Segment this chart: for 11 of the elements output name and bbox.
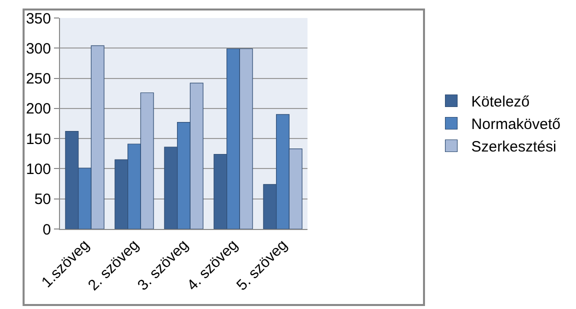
- y-tick-label: 150: [26, 130, 51, 148]
- legend-label: Szerkesztési: [471, 138, 556, 156]
- legend-label: Normakövető: [471, 116, 560, 134]
- y-tick-label: 200: [26, 100, 51, 118]
- y-tick-label: 50: [34, 191, 51, 208]
- y-tick-label: 0: [42, 221, 51, 238]
- y-tick-label: 100: [26, 160, 51, 178]
- y-tick-label: 350: [26, 10, 51, 28]
- y-tick-label: 250: [26, 70, 51, 88]
- y-tick-label: 300: [26, 40, 51, 58]
- legend-label: Kötelező: [471, 94, 530, 111]
